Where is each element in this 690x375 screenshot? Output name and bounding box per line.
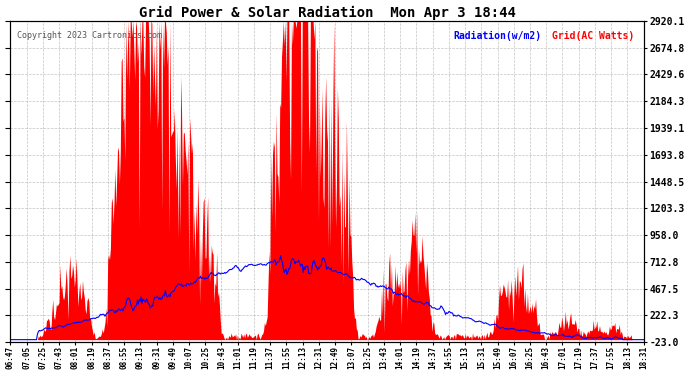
- Title: Grid Power & Solar Radiation  Mon Apr 3 18:44: Grid Power & Solar Radiation Mon Apr 3 1…: [139, 6, 515, 20]
- Text: Radiation(w/m2): Radiation(w/m2): [453, 30, 542, 40]
- Text: Grid(AC Watts): Grid(AC Watts): [552, 30, 634, 40]
- Text: Copyright 2023 Cartronics.com: Copyright 2023 Cartronics.com: [17, 30, 161, 39]
